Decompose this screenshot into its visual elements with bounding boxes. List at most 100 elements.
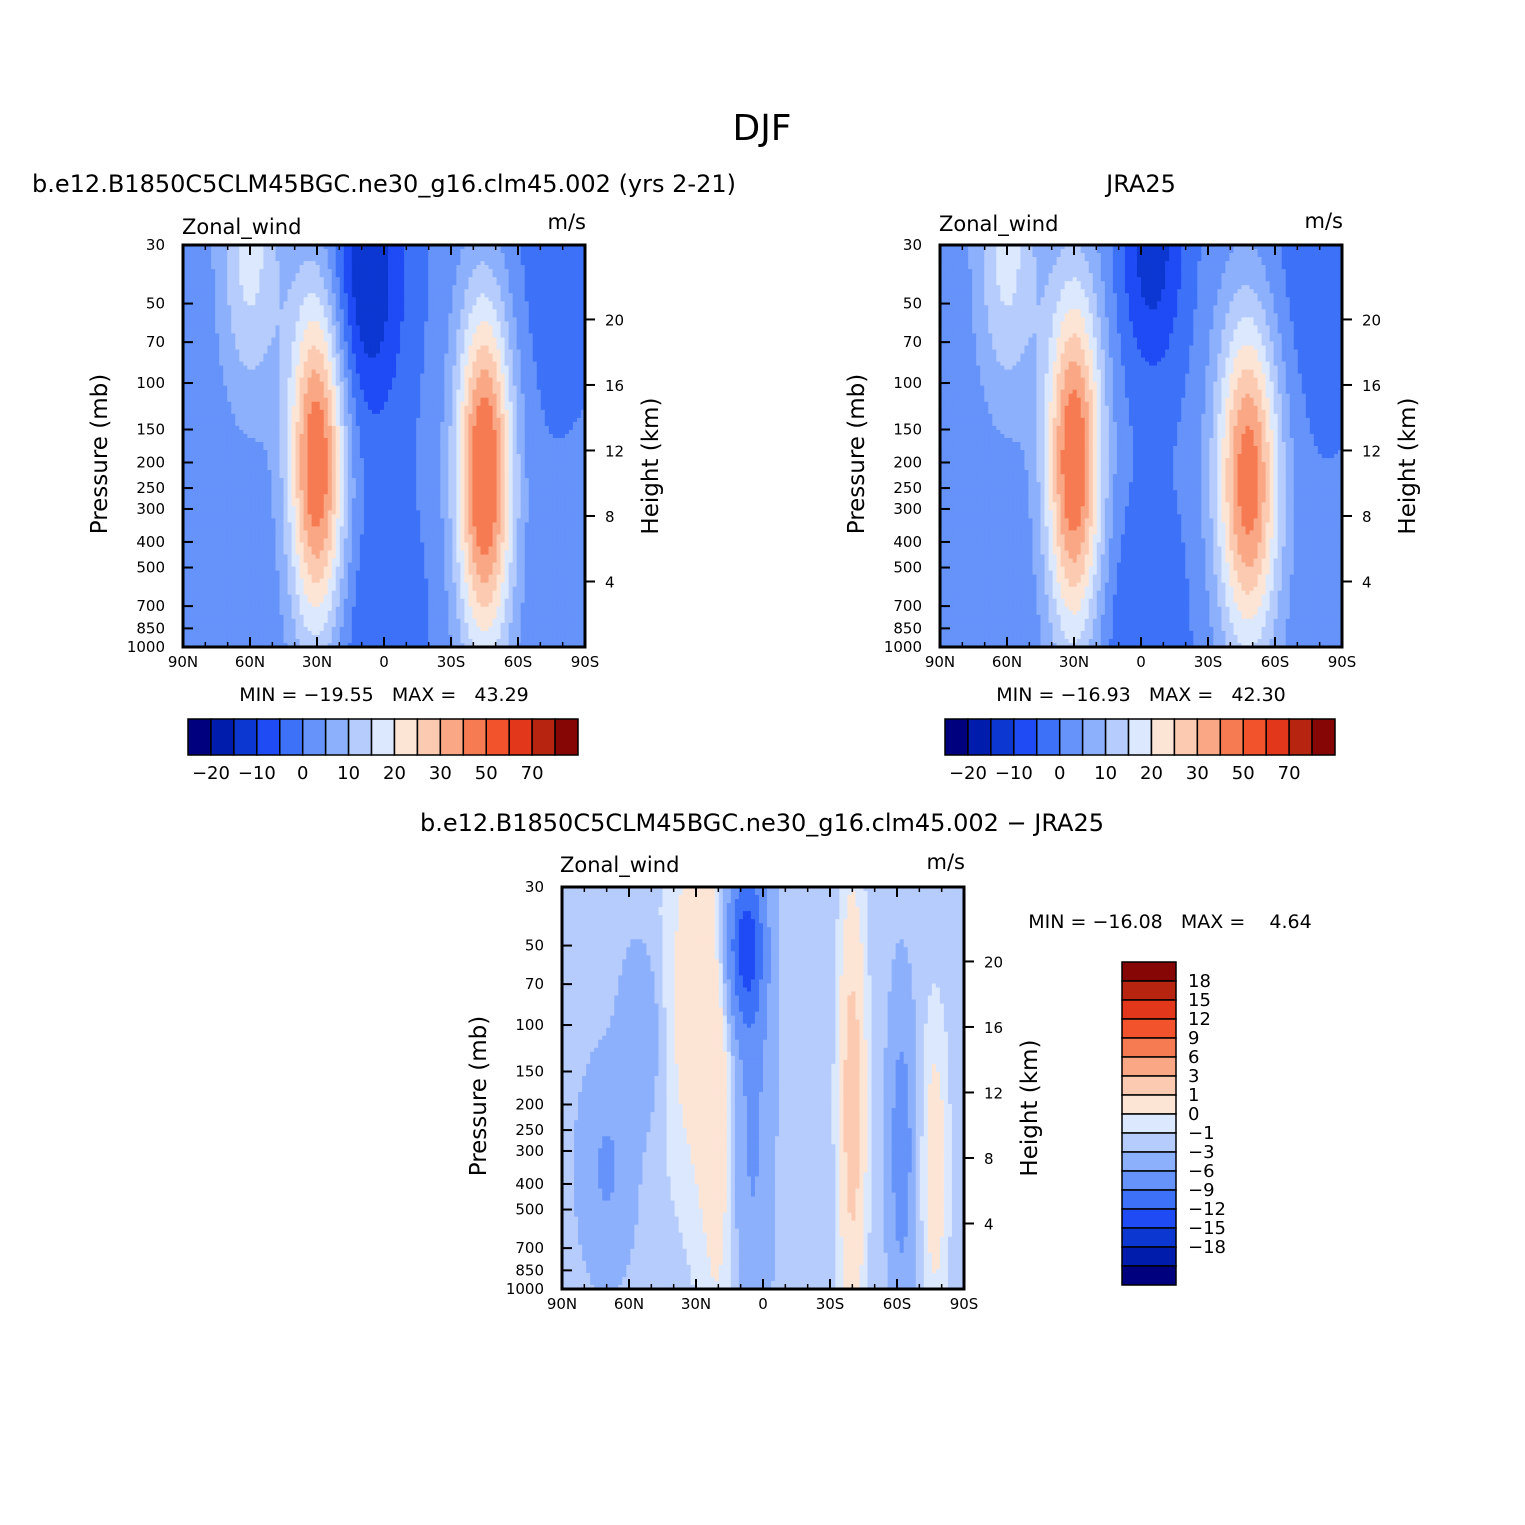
field-cell: [288, 297, 293, 302]
field-cell: [416, 249, 421, 254]
field-cell: [328, 257, 333, 262]
field-cell: [468, 301, 473, 306]
field-cell: [472, 301, 477, 306]
field-cell: [420, 301, 425, 306]
field-cell: [223, 277, 228, 282]
field-cell: [267, 249, 272, 254]
field-cell: [517, 273, 522, 278]
field-cell: [505, 297, 510, 302]
field-cell: [400, 249, 405, 254]
field-cell: [400, 269, 405, 274]
field-cell: [215, 261, 220, 266]
field-cell: [344, 293, 349, 298]
field-cell: [384, 277, 389, 282]
field-cell: [364, 297, 369, 302]
field-cell: [251, 281, 256, 286]
field-cell: [545, 261, 550, 266]
field-cell: [304, 297, 309, 302]
field-cell: [292, 301, 297, 306]
field-cell: [509, 261, 514, 266]
field-cell: [263, 273, 268, 278]
field-cell: [384, 257, 389, 262]
field-cell: [271, 253, 276, 258]
field-cell: [191, 257, 196, 262]
field-cell: [328, 289, 333, 294]
field-cell: [231, 261, 236, 266]
field-cell: [187, 249, 192, 254]
field-cell: [460, 285, 465, 290]
field-cell: [476, 273, 481, 278]
field-cell: [243, 265, 248, 270]
field-cell: [376, 277, 381, 282]
field-cell: [521, 265, 526, 270]
field-cell: [456, 289, 461, 294]
field-cell: [452, 253, 457, 258]
field-cell: [336, 257, 341, 262]
field-cell: [320, 277, 325, 282]
field-cell: [493, 301, 498, 306]
field-cell: [247, 301, 252, 306]
field-cell: [489, 249, 494, 254]
field-cell: [235, 261, 240, 266]
field-cell: [533, 293, 538, 298]
field-cell: [497, 249, 502, 254]
field-cell: [259, 273, 264, 278]
field-cell: [336, 273, 341, 278]
field-cell: [489, 281, 494, 286]
field-cell: [472, 253, 477, 258]
field-cell: [464, 273, 469, 278]
field-cell: [561, 285, 566, 290]
field-cell: [436, 281, 441, 286]
field-cell: [304, 285, 309, 290]
field-cell: [376, 273, 381, 278]
field-cell: [565, 301, 570, 306]
field-cell: [255, 261, 260, 266]
field-cell: [529, 249, 534, 254]
field-cell: [464, 269, 469, 274]
field-cell: [191, 305, 196, 310]
field-cell: [541, 277, 546, 282]
field-cell: [384, 293, 389, 298]
field-cell: [211, 281, 216, 286]
field-cell: [456, 249, 461, 254]
field-cell: [320, 257, 325, 262]
field-cell: [396, 293, 401, 298]
field-cell: [199, 281, 204, 286]
field-cell: [577, 253, 582, 258]
field-cell: [255, 285, 260, 290]
field-cell: [195, 281, 200, 286]
field-cell: [308, 293, 313, 298]
field-cell: [247, 257, 252, 262]
field-cell: [364, 273, 369, 278]
field-cell: [328, 297, 333, 302]
field-cell: [227, 273, 232, 278]
field-cell: [436, 257, 441, 262]
field-cell: [199, 265, 204, 270]
field-cell: [364, 277, 369, 282]
field-cell: [360, 297, 365, 302]
field-cell: [557, 293, 562, 298]
field-cell: [480, 253, 485, 258]
field-cell: [440, 269, 445, 274]
field-cell: [332, 273, 337, 278]
field-cell: [352, 277, 357, 282]
field-cell: [452, 261, 457, 266]
field-cell: [513, 269, 518, 274]
field-cell: [472, 257, 477, 262]
field-cell: [344, 261, 349, 266]
field-cell: [541, 273, 546, 278]
field-cell: [493, 265, 498, 270]
field-cell: [332, 277, 337, 282]
field-cell: [452, 297, 457, 302]
field-cell: [288, 285, 293, 290]
field-cell: [472, 265, 477, 270]
field-cell: [211, 285, 216, 290]
field-cell: [493, 289, 498, 294]
field-cell: [444, 249, 449, 254]
field-cell: [489, 293, 494, 298]
field-cell: [529, 269, 534, 274]
field-cell: [263, 257, 268, 262]
field-cell: [396, 269, 401, 274]
field-cell: [537, 301, 542, 306]
field-cell: [207, 253, 212, 258]
